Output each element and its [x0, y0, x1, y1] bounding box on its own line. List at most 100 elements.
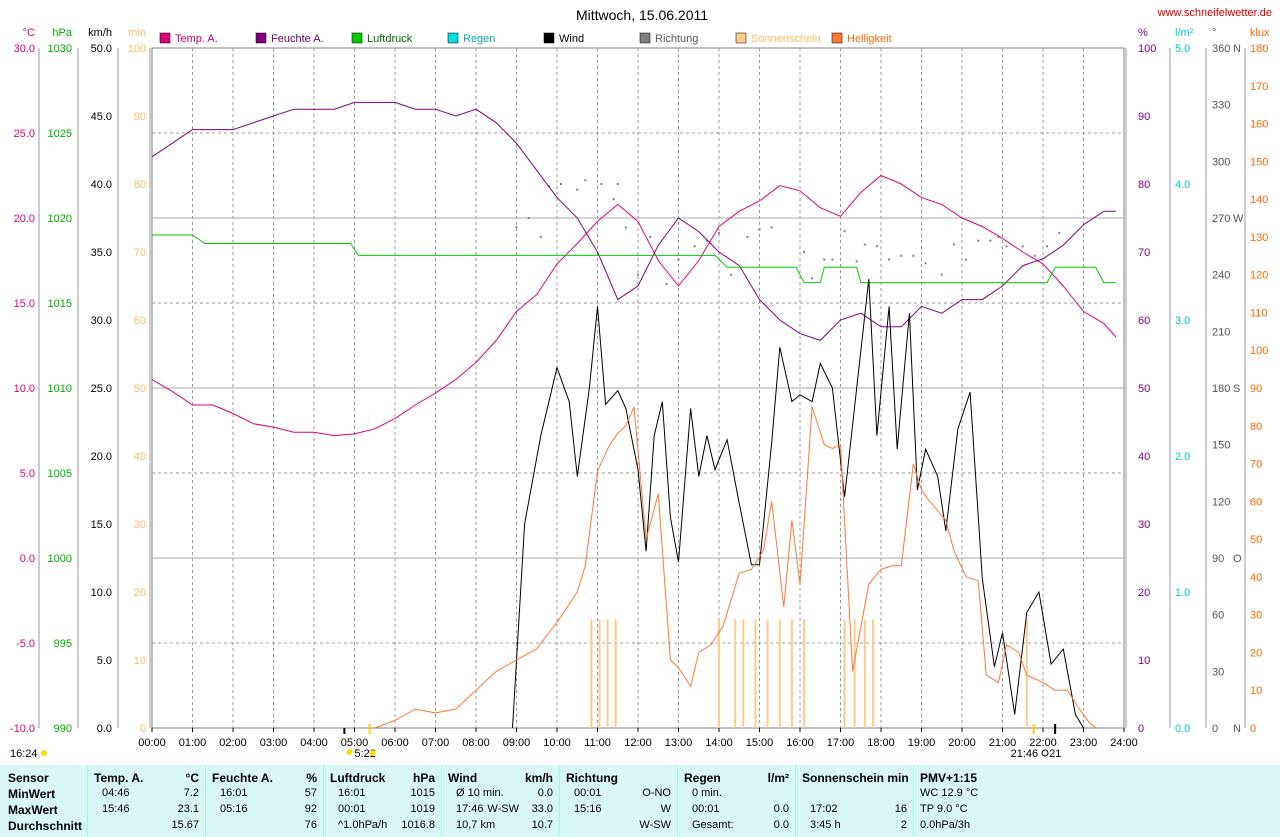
direction-dot [924, 262, 927, 265]
stats-feuchte-h: Feuchte A. [212, 771, 273, 785]
y-tick-label-kmh: 5.0 [97, 655, 112, 667]
sun-icon [41, 750, 47, 756]
y-tick-label-hpa: 995 [54, 638, 72, 650]
direction-dot [584, 179, 587, 182]
legend-swatch [639, 32, 651, 44]
direction-dot [900, 254, 903, 257]
stats-wind-r2b: 33.0 [531, 803, 553, 815]
direction-dot [718, 232, 720, 235]
stats-col-luftdruck: Luftdruck hPa 16:01 1015 00:01 1019 ^1.0hPa/h 1… [324, 765, 442, 837]
x-tick-label: 10:00 [543, 737, 571, 749]
y-tick-label-klux: 90 [1250, 383, 1262, 395]
direction-dot [665, 283, 668, 286]
stats-feuchte-u: % [306, 771, 317, 785]
stats-sonne-r2a: 17:02 [810, 803, 838, 815]
weather-chart: 00:00 01:00 02:00 03:00 04:00 05:00 06:00 07:00… [10, 7, 1272, 760]
stats-richtung-r1b: O-NO [642, 787, 671, 799]
direction-dot [637, 273, 639, 276]
direction-letter: O [1233, 553, 1242, 565]
stats-col-sensor: Sensor MinWert MaxWert Durchschnitt [0, 765, 88, 837]
x-tick-label: 20:00 [948, 737, 976, 749]
y-tick-label-klux: 150 [1250, 156, 1268, 168]
y-tick-label-kmh: 25.0 [91, 383, 112, 395]
legend-label: Wind [559, 33, 584, 45]
x-tick-label: 04:00 [300, 737, 328, 749]
stats-feuchte-r3b: 76 [304, 819, 317, 831]
stats-luftdruck-r1a: 16:01 [338, 787, 366, 799]
y-tick-label-hpa: 990 [54, 723, 72, 735]
y-tick-label-lm2: 5.0 [1175, 43, 1190, 55]
stats-pmv-wc: WC 12.9 °C [920, 787, 979, 799]
current-time-label: 16:24 [10, 748, 38, 760]
stats-regen-h: Regen [684, 771, 721, 785]
direction-dot [977, 239, 980, 242]
y-tick-label-lm2: 2.0 [1175, 451, 1190, 463]
y-tick-label-min: 30 [134, 519, 146, 531]
y-tick-label-lm2: 4.0 [1175, 179, 1190, 191]
y-tick-label-klux: 30 [1250, 610, 1262, 622]
stats-pmv-tp: TP 9.0 °C [920, 803, 968, 815]
x-tick-label: 08:00 [462, 737, 490, 749]
stats-richtung-h: Richtung [566, 771, 618, 785]
stats-temp-r2a: 15:46 [102, 803, 130, 815]
y-tick-label-klux: 130 [1250, 232, 1268, 244]
moon-icon [1041, 749, 1049, 757]
y-tick-label-pct: 0 [1138, 723, 1144, 735]
stats-col-pmv: PMV+1:15 WC 12.9 °C TP 9.0 °C 0.0hPa/3h [914, 765, 1280, 837]
y-tick-label-deg: 60 [1212, 610, 1224, 622]
chart-grid [151, 47, 1125, 729]
legend-label: Helligkeit [847, 33, 892, 45]
stats-regen-r1a: 0 min. [692, 787, 722, 799]
direction-dot [855, 260, 858, 263]
legend-label: Sonnenschein [751, 33, 821, 45]
x-tick-label: 15:00 [746, 737, 774, 749]
direction-dot [624, 226, 627, 229]
y-tick-label-klux: 110 [1250, 307, 1268, 319]
stats-wind-r3b: 10.7 [531, 819, 553, 831]
y-tick-label-klux: 120 [1250, 270, 1268, 282]
stats-temp-r3b: 15.67 [171, 819, 199, 831]
direction-dot [940, 273, 943, 276]
x-tick-label: 13:00 [665, 737, 693, 749]
y-tick-label-deg: 120 [1212, 496, 1230, 508]
direction-dot [803, 251, 806, 253]
chart-title: Mittwoch, 15.06.2011 [576, 7, 708, 23]
series-line-helligkeit [374, 406, 1097, 729]
y-tick-label-pct: 10 [1138, 655, 1150, 667]
stats-col-feuchte: Feuchte A.% 16:01 57 05:16 92 76 [206, 765, 324, 837]
x-tick-label: 11:00 [584, 737, 611, 749]
series-line-luftdruck [152, 234, 1116, 284]
y-tick-label-temp: 20.0 [14, 213, 35, 225]
y-tick-label-deg: 0 [1212, 723, 1218, 735]
y-axis-unit-pct: % [1138, 27, 1148, 39]
y-axis-unit-lm2: l/m² [1175, 27, 1194, 39]
website-label[interactable]: www.schneifelwetter.de [1157, 7, 1272, 19]
x-tick-label: 00:00 [138, 737, 166, 749]
y-tick-label-kmh: 35.0 [91, 247, 112, 259]
y-tick-label-deg: 30 [1212, 666, 1224, 678]
series-line-feuchte-a [151, 101, 1116, 341]
stats-row-max-label: MaxWert [8, 803, 58, 817]
chart-legend: Temp. A. Feuchte A. Luftdruck Regen Wind Rich… [159, 32, 892, 45]
y-tick-label-min: 80 [134, 179, 146, 191]
y-tick-label-pct: 100 [1138, 43, 1156, 55]
y-tick-label-kmh: 0.0 [97, 723, 112, 735]
x-tick-label: 22:00 [1029, 737, 1057, 749]
stats-wind-r2a: 17:46 [456, 803, 484, 815]
direction-dot [693, 245, 696, 248]
direction-dot [527, 217, 530, 219]
y-tick-label-hpa: 1015 [48, 298, 72, 310]
y-tick-label-kmh: 30.0 [91, 315, 112, 327]
direction-dot [1058, 232, 1061, 235]
x-tick-label: 03:00 [260, 737, 288, 749]
direction-dot [600, 183, 603, 185]
direction-dot [1046, 245, 1049, 248]
stats-row-avg-label: Durchschnitt [8, 819, 83, 833]
stats-temp-r1a: 04:46 [102, 787, 130, 799]
stats-temp-r1b: 7.2 [183, 787, 199, 799]
y-axis-unit-hpa: hPa [52, 27, 72, 39]
stats-sonne-r2b: 16 [894, 803, 907, 815]
y-tick-label-temp: -10.0 [10, 723, 35, 735]
y-tick-label-min: 50 [134, 383, 146, 395]
direction-dot [989, 239, 992, 242]
